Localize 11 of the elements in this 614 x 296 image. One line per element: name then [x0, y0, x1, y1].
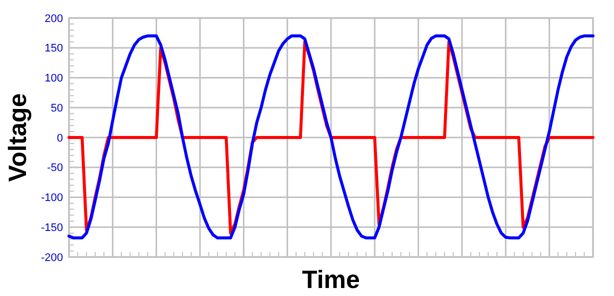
y-tick-label: -200: [40, 252, 63, 264]
y-tick-label: 100: [44, 72, 63, 85]
y-tick-label: -100: [40, 192, 63, 204]
y-tick-label: 200: [44, 12, 63, 25]
y-tick-label: -150: [40, 222, 63, 234]
y-tick-label: 50: [50, 102, 63, 114]
y-tick-label: 0: [56, 132, 63, 144]
y-tick-label: 150: [44, 42, 63, 55]
y-axis-title: Voltage: [4, 93, 32, 182]
y-tick-label: -50: [47, 162, 63, 174]
x-axis-title: Time: [302, 266, 360, 294]
